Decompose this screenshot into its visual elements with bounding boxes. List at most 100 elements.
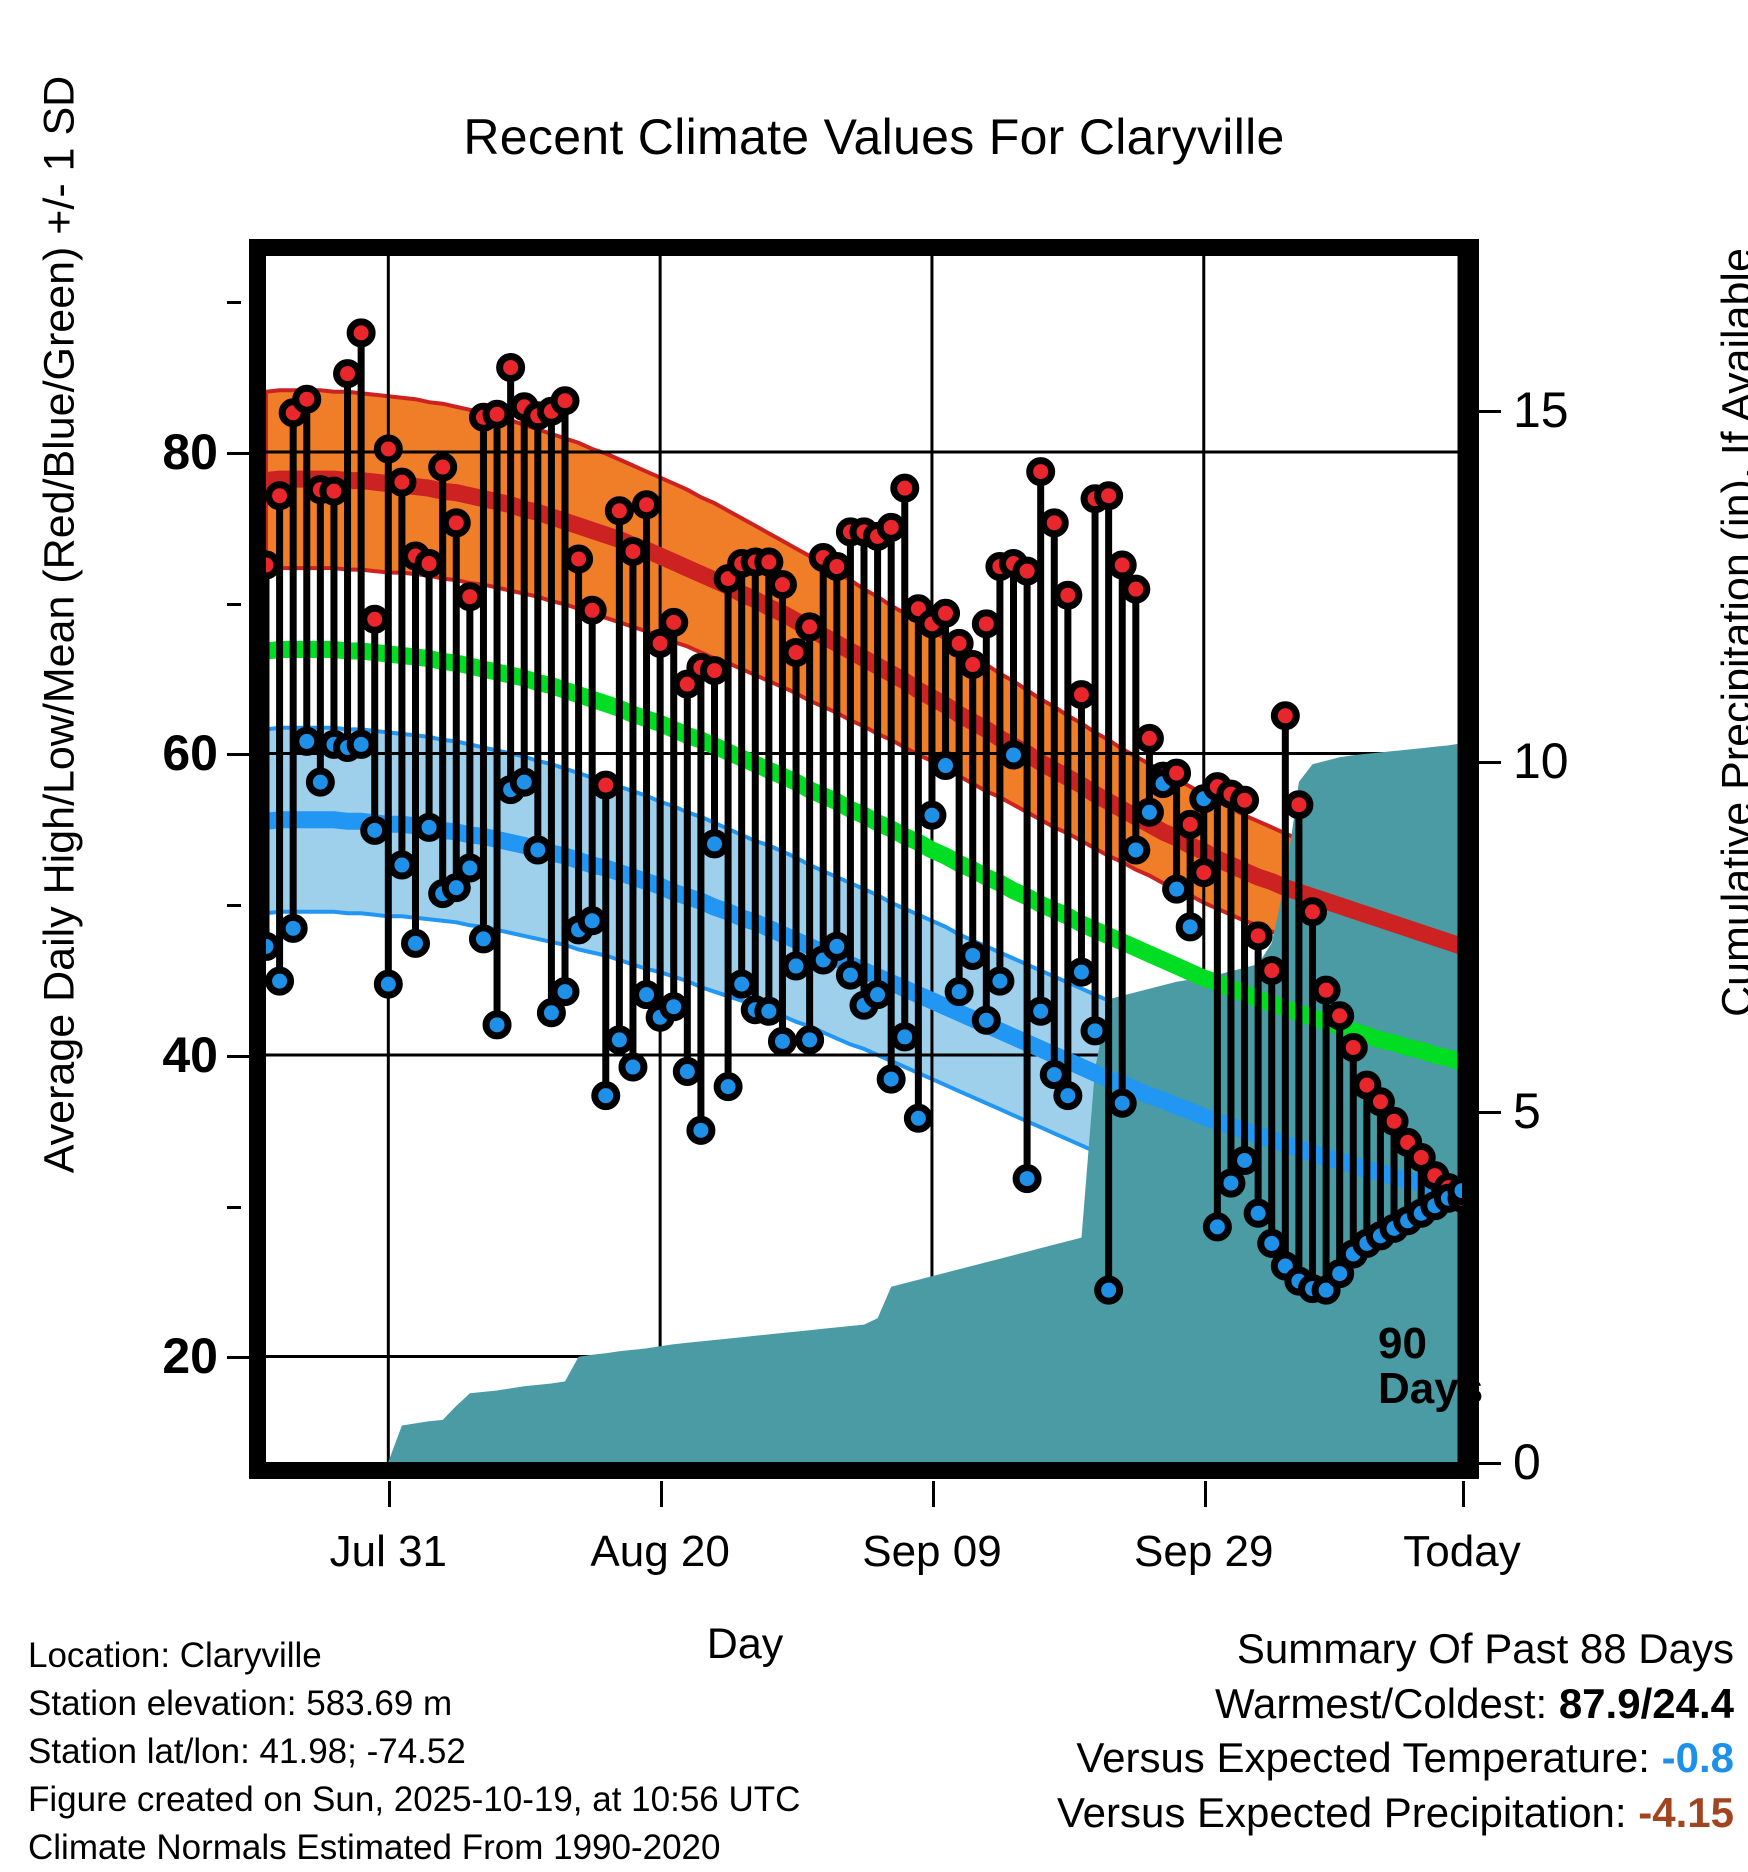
metadata-latlon: Station lat/lon: 41.98; -74.52 bbox=[28, 1728, 800, 1776]
observed-low-dot bbox=[472, 928, 494, 950]
observed-low-dot bbox=[921, 804, 943, 826]
observed-low-dot bbox=[1098, 1279, 1120, 1301]
y-axis-left-minor-tickmark-70 bbox=[227, 603, 241, 606]
observed-high-dot bbox=[1125, 578, 1147, 600]
observed-low-dot bbox=[1206, 1216, 1228, 1238]
y-axis-right-tickmark-10 bbox=[1479, 761, 1501, 764]
observed-high-dot bbox=[1016, 560, 1038, 582]
observed-low-dot bbox=[1003, 744, 1025, 766]
observed-high-dot bbox=[581, 599, 603, 621]
observed-high-dot bbox=[595, 774, 617, 796]
observed-high-dot bbox=[377, 438, 399, 460]
observed-low-dot bbox=[962, 944, 984, 966]
summary-warmest-coldest: Warmest/Coldest: 87.9/24.4 bbox=[1057, 1677, 1734, 1732]
page-title: Recent Climate Values For Claryville bbox=[0, 108, 1748, 166]
y-axis-left-tick-label-80: 80 bbox=[18, 423, 218, 481]
y-axis-left-minor-tickmark-90 bbox=[227, 301, 241, 304]
observed-high-dot bbox=[500, 357, 522, 379]
observed-low-dot bbox=[540, 1002, 562, 1024]
warmest-coldest-label: Warmest/Coldest: bbox=[1215, 1680, 1547, 1727]
observed-high-dot bbox=[1274, 705, 1296, 727]
observed-high-dot bbox=[799, 616, 821, 638]
observed-low-dot bbox=[350, 733, 372, 755]
observed-high-dot bbox=[975, 613, 997, 635]
observed-high-dot bbox=[364, 608, 386, 630]
observed-low-dot bbox=[266, 935, 277, 957]
observed-high-dot bbox=[636, 494, 658, 516]
observed-low-dot bbox=[867, 984, 889, 1006]
x-axis-tickmark-3 bbox=[1204, 1481, 1207, 1507]
observed-high-dot bbox=[1234, 789, 1256, 811]
y-axis-left-tickmark-80 bbox=[227, 452, 249, 455]
chart-plot-area bbox=[249, 239, 1479, 1479]
observed-high-dot bbox=[337, 363, 359, 385]
observed-high-dot bbox=[1043, 512, 1065, 534]
observed-low-dot bbox=[1016, 1168, 1038, 1190]
observed-low-dot bbox=[785, 955, 807, 977]
summary-block: Summary Of Past 88 Days Warmest/Coldest:… bbox=[1057, 1622, 1734, 1840]
observed-low-dot bbox=[948, 981, 970, 1003]
y-axis-right-tick-label-10: 10 bbox=[1513, 732, 1713, 790]
warmest-coldest-value: 87.9/24.4 bbox=[1559, 1680, 1734, 1727]
y-axis-right-tick-label-0: 0 bbox=[1513, 1433, 1713, 1491]
x-axis-tickmark-4 bbox=[1462, 1481, 1465, 1507]
observed-low-dot bbox=[269, 970, 291, 992]
observed-high-dot bbox=[1138, 727, 1160, 749]
metadata-location: Location: Claryville bbox=[28, 1632, 800, 1680]
observed-high-dot bbox=[1302, 901, 1324, 923]
observed-low-dot bbox=[1247, 1202, 1269, 1224]
observed-low-dot bbox=[377, 973, 399, 995]
metadata-normals: Climate Normals Estimated From 1990-2020 bbox=[28, 1824, 800, 1872]
observed-low-dot bbox=[418, 816, 440, 838]
y-axis-left-tick-label-60: 60 bbox=[18, 724, 218, 782]
y-axis-right-tick-label-5: 5 bbox=[1513, 1082, 1713, 1140]
x-axis-tick-label-1: Aug 20 bbox=[510, 1527, 810, 1577]
observed-low-dot bbox=[717, 1076, 739, 1098]
vs-precipitation-label: Versus Expected Precipitation: bbox=[1057, 1789, 1627, 1836]
y-axis-left-tick-label-40: 40 bbox=[18, 1026, 218, 1084]
summary-heading: Summary Of Past 88 Days bbox=[1057, 1622, 1734, 1677]
observed-low-dot bbox=[309, 771, 331, 793]
observed-high-dot bbox=[948, 632, 970, 654]
y-axis-right-tick-label-15: 15 bbox=[1513, 381, 1713, 439]
observed-low-dot bbox=[839, 964, 861, 986]
metadata-created: Figure created on Sun, 2025-10-19, at 10… bbox=[28, 1776, 800, 1824]
observed-high-dot bbox=[622, 540, 644, 562]
observed-low-dot bbox=[554, 981, 576, 1003]
observed-high-dot bbox=[391, 471, 413, 493]
observed-low-dot bbox=[391, 854, 413, 876]
y-axis-left-tick-label-20: 20 bbox=[18, 1327, 218, 1385]
y-axis-left-tickmark-20 bbox=[227, 1356, 249, 1359]
observed-high-dot bbox=[266, 554, 277, 576]
observed-high-dot bbox=[1166, 762, 1188, 784]
observed-low-dot bbox=[894, 1026, 916, 1048]
observed-low-dot bbox=[690, 1119, 712, 1141]
observed-low-dot bbox=[622, 1056, 644, 1078]
observed-low-dot bbox=[880, 1068, 902, 1090]
observed-high-dot bbox=[1383, 1110, 1405, 1132]
y-axis-right-tickmark-15 bbox=[1479, 410, 1501, 413]
observed-low-dot bbox=[282, 917, 304, 939]
observed-low-dot bbox=[826, 935, 848, 957]
observed-low-dot bbox=[608, 1029, 630, 1051]
observed-low-dot bbox=[296, 730, 318, 752]
observed-high-dot bbox=[1179, 813, 1201, 835]
y-axis-left-tickmark-40 bbox=[227, 1055, 249, 1058]
observed-high-dot bbox=[1098, 485, 1120, 507]
observed-high-dot bbox=[1261, 960, 1283, 982]
observed-low-dot bbox=[1234, 1150, 1256, 1172]
vs-temperature-label: Versus Expected Temperature: bbox=[1076, 1734, 1650, 1781]
x-axis-tick-label-3: Sep 29 bbox=[1054, 1527, 1354, 1577]
observed-low-dot bbox=[1220, 1172, 1242, 1194]
observed-low-dot bbox=[731, 973, 753, 995]
observed-high-dot bbox=[894, 477, 916, 499]
observed-low-dot bbox=[1451, 1180, 1462, 1202]
observed-high-dot bbox=[486, 403, 508, 425]
y-axis-right-tickmark-0 bbox=[1479, 1462, 1501, 1465]
y-axis-right-tickmark-5 bbox=[1479, 1111, 1501, 1114]
y-axis-left-minor-tickmark-50 bbox=[227, 904, 241, 907]
observed-low-dot bbox=[581, 910, 603, 932]
days-annotation-line2: Days bbox=[1378, 1367, 1483, 1412]
observed-low-dot bbox=[1070, 961, 1092, 983]
observed-low-dot bbox=[1179, 916, 1201, 938]
